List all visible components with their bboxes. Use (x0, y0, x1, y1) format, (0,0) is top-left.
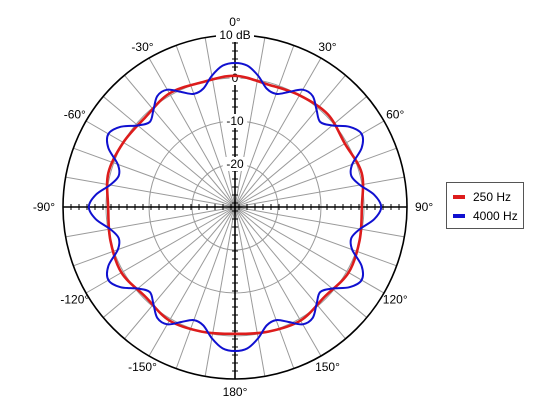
angle-tick-label: -90° (33, 200, 55, 214)
angle-tick-label: 30° (318, 40, 336, 54)
radial-tick-labels: 10 dB 0 -10 -20 (216, 28, 254, 171)
legend-label-0: 250 Hz (473, 190, 512, 204)
radial-tick-label-bg (222, 114, 248, 128)
angle-tick-label: 120° (383, 293, 408, 307)
series-line-0 (105, 74, 365, 336)
angle-tick-label: 90° (415, 200, 433, 214)
radial-tick-label: 0 (232, 71, 239, 85)
legend: 250 Hz 4000 Hz (446, 182, 524, 229)
angle-tick-label: 150° (315, 360, 340, 374)
angle-tick-label: -150° (128, 360, 157, 374)
legend-item-1: 4000 Hz (453, 208, 518, 224)
angle-tick-label: -60° (64, 108, 86, 122)
legend-swatch-0 (453, 195, 465, 199)
series-line-1 (87, 61, 383, 353)
legend-swatch-1 (453, 214, 465, 218)
radial-tick-label: 10 dB (219, 28, 250, 42)
radial-tick-label: -10 (226, 114, 244, 128)
main-axes (62, 34, 408, 380)
angle-tick-label: -120° (60, 293, 89, 307)
radial-tick-label: -20 (226, 157, 244, 171)
radial-tick-label-bg (222, 157, 248, 171)
angle-tick-label: 180° (223, 385, 248, 399)
series-lines (87, 61, 383, 353)
angle-tick-labels: 0° 30° 60° 90° 120° 150° 180° -150° -120° -90° -60… (33, 15, 434, 399)
angle-tick-label: 0° (229, 15, 241, 29)
radial-tick-label-bg (216, 28, 254, 42)
angle-tick-label: 60° (386, 108, 404, 122)
legend-item-0: 250 Hz (453, 189, 511, 205)
legend-label-1: 4000 Hz (473, 209, 518, 223)
angle-tick-label: -30° (131, 40, 153, 54)
radial-tick-label-bg (229, 71, 241, 85)
